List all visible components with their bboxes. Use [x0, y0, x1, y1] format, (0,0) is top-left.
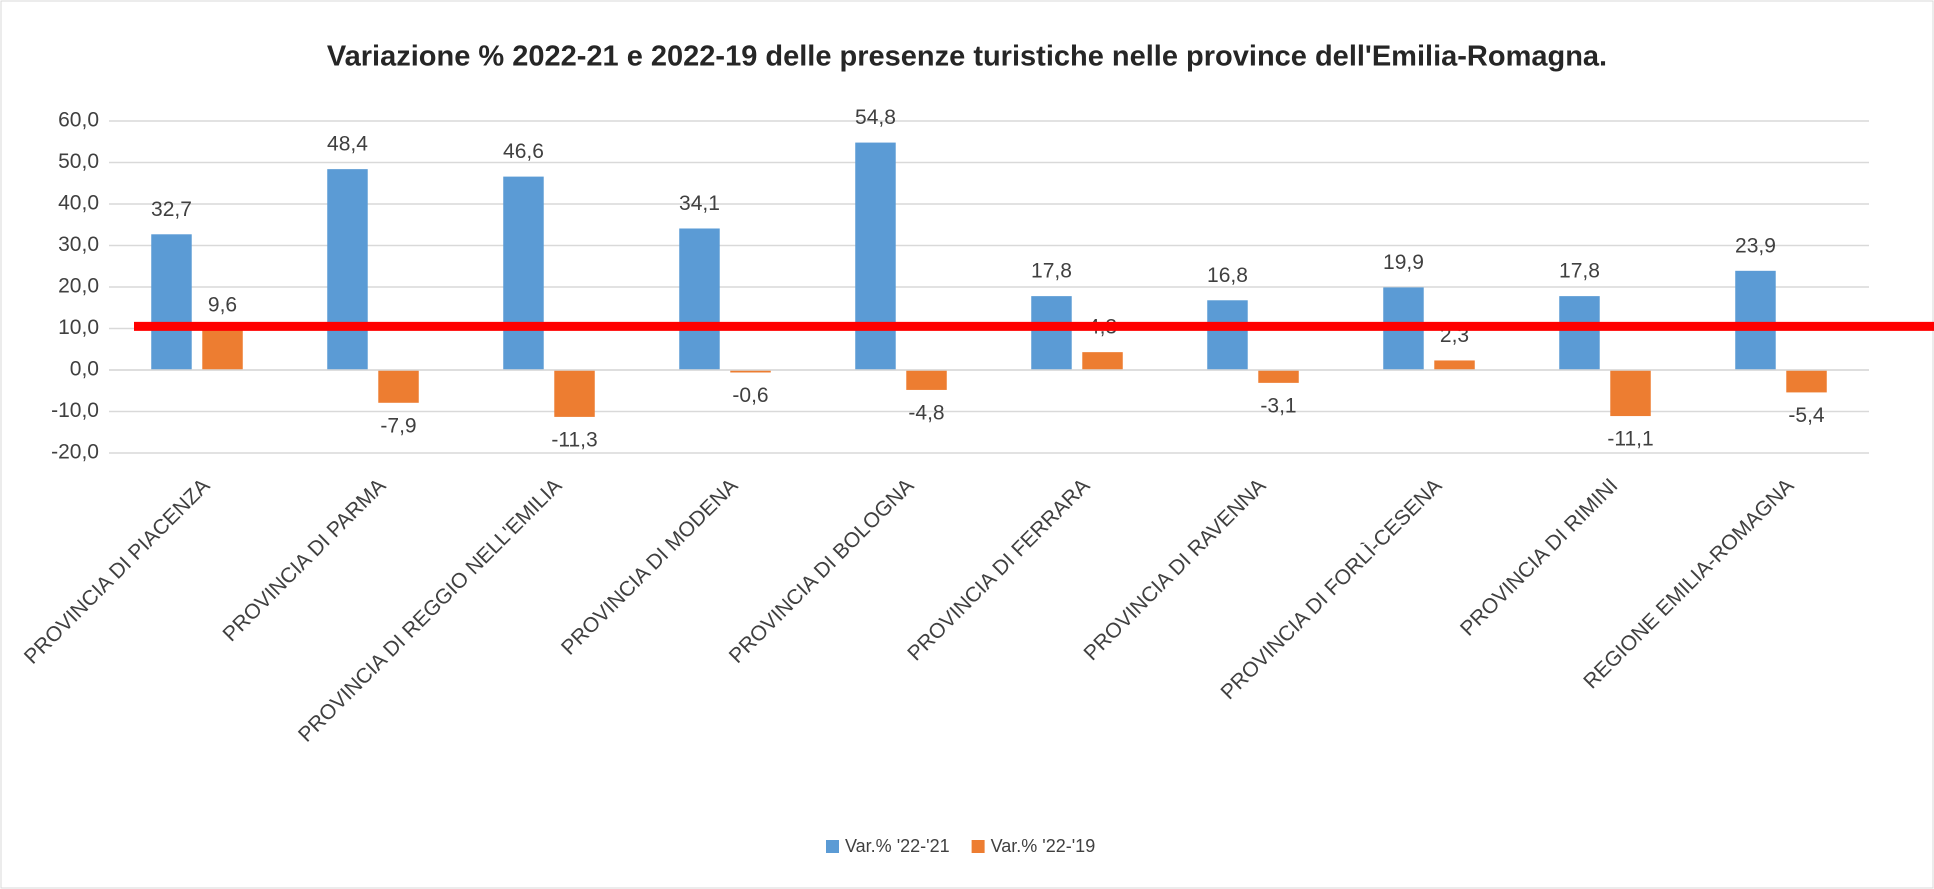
- value-label: 16,8: [1207, 264, 1248, 287]
- bar: [1082, 352, 1123, 370]
- bar: [855, 142, 896, 370]
- chart-title: Variazione % 2022-21 e 2022-19 delle pre…: [327, 41, 1607, 73]
- bar: [1786, 370, 1827, 393]
- bar: [1735, 270, 1776, 370]
- bar: [327, 169, 368, 370]
- legend-label: Var.% '22-'21: [845, 836, 950, 856]
- value-label: 46,6: [503, 140, 544, 163]
- value-label: 23,9: [1735, 234, 1776, 257]
- bar: [1258, 370, 1299, 383]
- value-label: -7,9: [380, 414, 416, 437]
- value-label: -0,6: [732, 384, 768, 407]
- bar: [1559, 296, 1600, 370]
- bar: [679, 228, 720, 370]
- y-tick-label: 0,0: [70, 358, 99, 381]
- value-label: -4,8: [908, 401, 944, 424]
- bar: [151, 234, 192, 370]
- bar: [1031, 296, 1072, 370]
- value-label: -3,1: [1260, 394, 1296, 417]
- value-label: 17,8: [1031, 260, 1072, 283]
- legend-swatch: [826, 840, 839, 853]
- legend-swatch: [971, 840, 985, 853]
- y-tick-label: 60,0: [58, 109, 99, 132]
- bar: [1207, 300, 1248, 370]
- value-label: -11,3: [551, 428, 597, 451]
- y-tick-label: -20,0: [51, 441, 99, 464]
- bar: [730, 370, 771, 373]
- value-label: 17,8: [1559, 260, 1600, 283]
- y-tick-label: 20,0: [58, 275, 99, 298]
- value-label: 32,7: [151, 198, 192, 221]
- y-tick-label: -10,0: [51, 399, 99, 422]
- value-label: -5,4: [1788, 404, 1825, 427]
- bar: [1434, 360, 1475, 370]
- y-tick-label: 40,0: [58, 192, 99, 215]
- legend-label: Var.% '22-'19: [991, 836, 1096, 856]
- value-label: 48,4: [327, 133, 368, 156]
- y-tick-label: 50,0: [58, 150, 99, 173]
- value-label: 54,8: [855, 106, 896, 129]
- bar: [1610, 370, 1651, 417]
- value-label: 19,9: [1383, 251, 1424, 274]
- value-label: 9,6: [208, 294, 237, 317]
- bar: [503, 176, 544, 370]
- y-tick-label: 10,0: [58, 316, 99, 339]
- bar: [554, 370, 595, 417]
- y-tick-label: 30,0: [58, 233, 99, 256]
- bar: [202, 330, 243, 370]
- bar: [378, 370, 419, 403]
- bar: [906, 370, 947, 390]
- value-label: 34,1: [679, 192, 720, 215]
- value-label: -11,1: [1607, 428, 1653, 451]
